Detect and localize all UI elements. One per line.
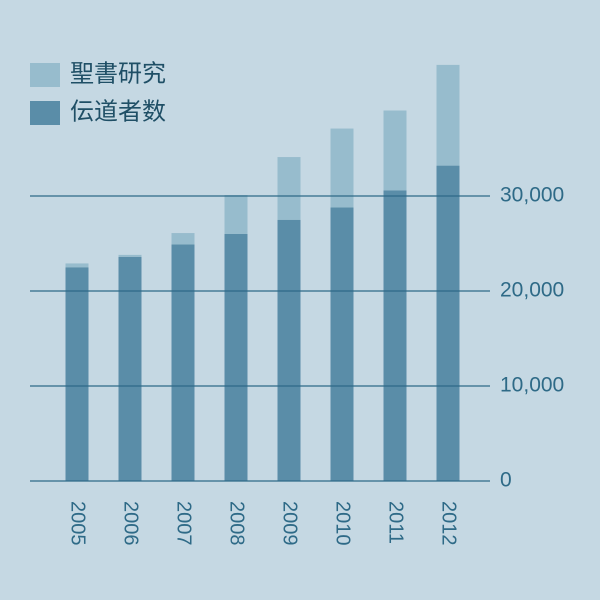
x-tick-label: 2007	[173, 501, 195, 546]
legend-swatch	[30, 101, 60, 125]
bar-segment	[171, 233, 195, 245]
bar-segment	[383, 190, 407, 482]
x-tick-label: 2005	[67, 501, 89, 546]
x-tick-label: 2009	[279, 501, 301, 546]
bar-segment	[224, 195, 248, 234]
x-tick-label: 2012	[438, 501, 460, 546]
y-tick-label: 10,000	[500, 374, 564, 397]
y-tick-label: 30,000	[500, 184, 564, 207]
bar-segment	[224, 234, 248, 481]
bar-segment	[277, 157, 301, 220]
bar-segment	[118, 254, 142, 257]
x-tick-label: 2011	[385, 501, 407, 544]
legend-label: 聖書研究	[70, 60, 166, 87]
x-tick-label: 2006	[120, 501, 142, 546]
bar-segment	[330, 207, 354, 481]
x-tick-label: 2010	[332, 501, 354, 546]
legend-label: 伝道者数	[70, 98, 166, 125]
bar-segment	[330, 128, 354, 208]
x-tick-label: 2008	[226, 501, 248, 546]
bar-segment	[118, 256, 142, 481]
bar-segment	[65, 267, 89, 481]
bar-segment	[277, 219, 301, 481]
y-tick-label: 0	[500, 469, 512, 492]
bar-segment	[436, 165, 460, 481]
bar-segment	[65, 263, 89, 268]
bar-segment	[171, 244, 195, 481]
y-tick-label: 20,000	[500, 279, 564, 302]
bar-segment	[383, 110, 407, 191]
legend-swatch	[30, 63, 60, 87]
bar-segment	[436, 64, 460, 166]
